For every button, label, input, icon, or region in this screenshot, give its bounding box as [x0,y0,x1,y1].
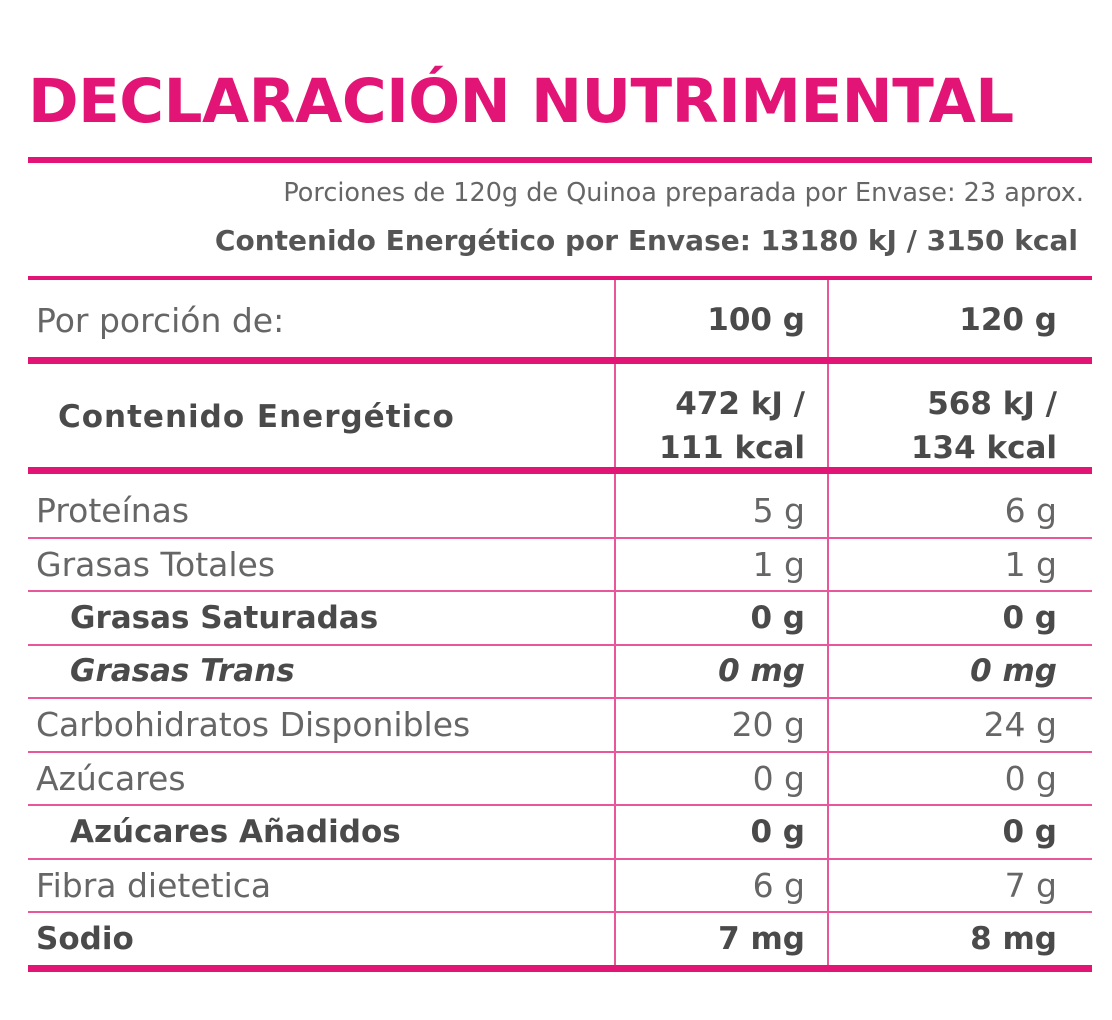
row-value-120: 7 g [1004,865,1057,905]
row-label: Grasas Trans [70,653,295,690]
row-value-100: 0 g [752,758,805,798]
rule [28,157,1092,163]
row-label: Sodio [36,920,134,957]
row-value-120: 0 g [1004,758,1057,798]
row-value-120: 0 g [1002,813,1057,850]
row-line [28,536,1092,539]
row-line [28,697,1092,699]
row-value-120: 6 g [1004,491,1057,531]
row-label: Azúcares [36,758,186,798]
row-line [28,750,1092,753]
servings-text: Porciones de 120g de Quinoa preparada po… [283,178,1084,208]
column-line [614,280,616,968]
row-value-100: 1 g [752,544,805,584]
column-line [827,280,829,968]
row-value-100: 0 g [750,813,805,850]
row-value-120: 1 g [1004,544,1057,584]
energy-100-line: 472 kJ / [675,386,805,422]
row-label: Proteínas [36,491,190,531]
header-label: Por porción de: [36,300,285,340]
row-label: Grasas Totales [36,544,276,584]
row-value-120: 0 mg [970,653,1057,690]
row-label: Carbohidratos Disponibles [36,705,471,745]
header-120: 120 g [959,302,1057,338]
row-line [28,804,1092,806]
rule [28,276,1092,280]
rule [28,965,1092,972]
header-100: 100 g [707,302,805,338]
energy-120-line: 134 kcal [910,430,1057,466]
energy-100-line: 111 kcal [658,430,805,466]
energy-100: 472 kJ / 111 kcal [615,364,805,470]
row-line [28,590,1092,592]
row-line [28,857,1092,860]
row-line [28,911,1092,913]
row-value-120: 24 g [983,705,1057,745]
row-value-100: 0 mg [718,653,805,690]
row-value-120: 0 g [1002,599,1057,636]
energy-120-line: 568 kJ / [927,386,1057,422]
row-value-100: 20 g [731,705,805,745]
rule [28,357,1092,364]
title: DECLARACIÓN NUTRIMENTAL [28,66,1014,137]
row-value-100: 5 g [752,491,805,531]
energy-package-text: Contenido Energético por Envase: 13180 k… [214,224,1078,257]
energy-label: Contenido Energético [58,399,455,435]
row-label: Azúcares Añadidos [70,813,401,850]
energy-120: 568 kJ / 134 kcal [828,364,1057,470]
row-value-100: 7 mg [718,920,805,957]
row-label: Grasas Saturadas [70,599,379,636]
row-label: Fibra dietetica [36,865,272,905]
rule [28,467,1092,474]
row-value-120: 8 mg [970,920,1057,957]
row-value-100: 0 g [750,599,805,636]
row-line [28,643,1092,646]
row-value-100: 6 g [752,865,805,905]
